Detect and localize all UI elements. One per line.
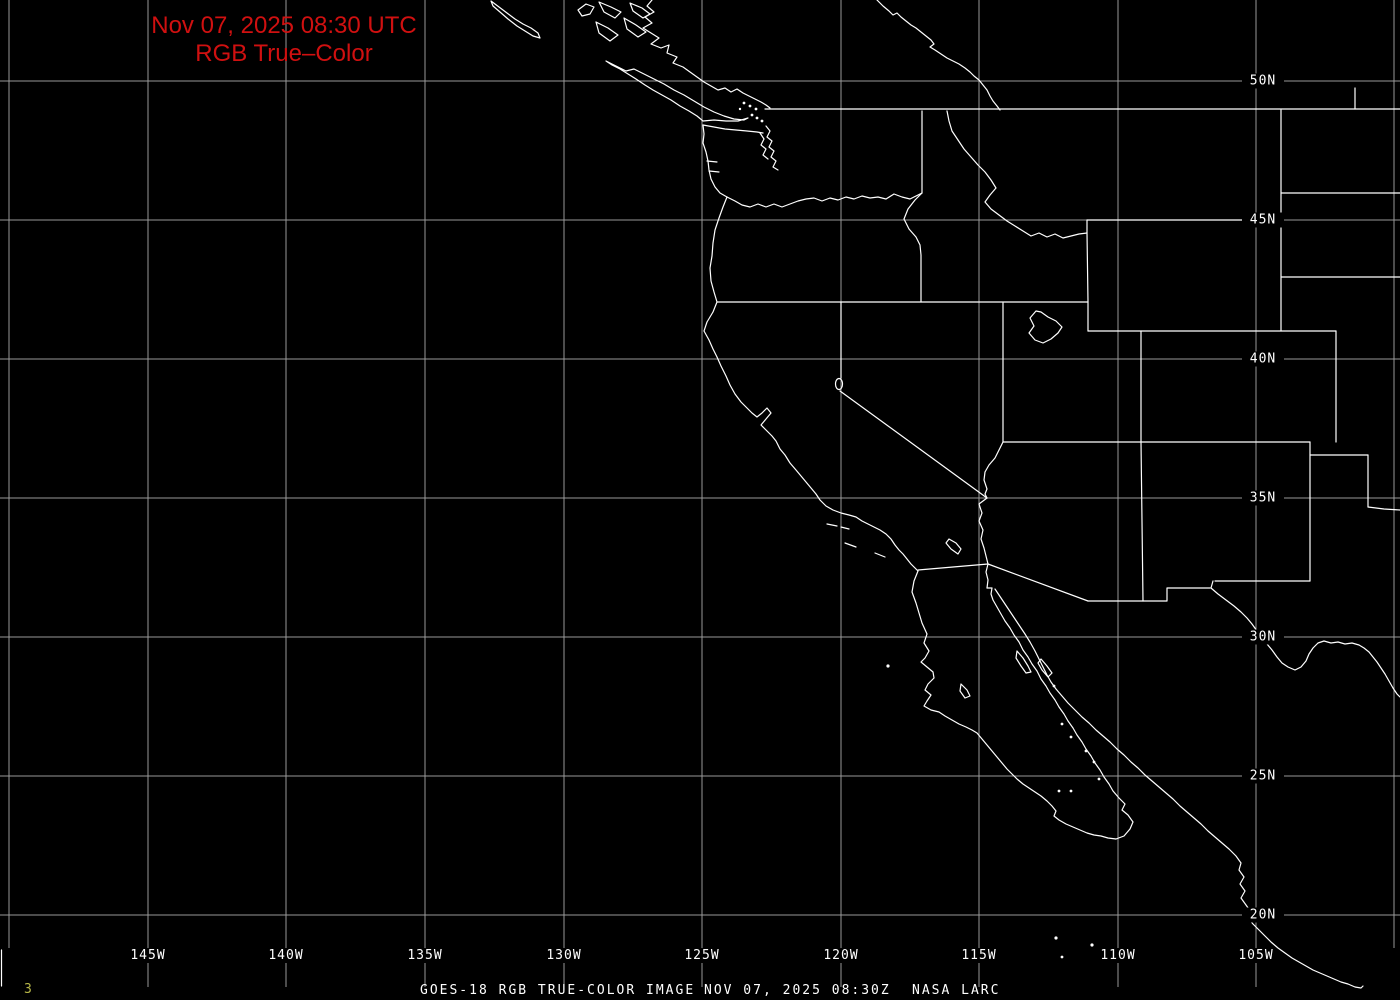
islands-pacific-offshore xyxy=(886,664,1094,959)
border-nv-az-colorado-river xyxy=(983,441,1004,499)
caption-credit: NASA LARC xyxy=(912,983,1001,998)
frame-number: 3 xyxy=(24,982,32,997)
border-id-mt-bitterroot xyxy=(946,110,1088,239)
coastline-juan-de-fuca xyxy=(702,124,764,134)
latitude-label-25N: 25N xyxy=(1242,768,1284,784)
river-colorado-ca-az-border xyxy=(978,497,989,565)
longitude-label-120W: 120W xyxy=(820,948,862,963)
islands-georgia-strait xyxy=(738,101,764,123)
caption-product: GOES-18 RGB TRUE-COLOR IMAGE xyxy=(420,983,696,998)
river-red-tx-ok xyxy=(1367,506,1400,511)
border-us-mexico-arizona xyxy=(987,563,1089,602)
longitude-label-135W: 135W xyxy=(404,948,446,963)
coastline-us-west xyxy=(703,196,919,572)
border-or-id-snake-river xyxy=(903,192,923,303)
annotation-product-type: RGB True–Color xyxy=(195,40,373,67)
river-colorado-delta xyxy=(985,563,989,589)
image-annotation: Nov 07, 2025 08:30 UTC RGB True–Color xyxy=(138,12,430,68)
island-haida-gwaii xyxy=(490,0,541,39)
latitude-label-35N: 35N xyxy=(1242,490,1284,506)
annotation-timestamp: Nov 07, 2025 08:30 UTC xyxy=(151,12,417,39)
border-us-mexico-new-mexico xyxy=(1087,587,1211,602)
latitude-label-40N: 40N xyxy=(1242,351,1284,367)
bays-grays-harbor xyxy=(706,160,720,173)
longitude-label-110W: 110W xyxy=(1097,948,1139,963)
islands-channel xyxy=(826,523,886,558)
border-wy-ut-111w xyxy=(1086,219,1089,332)
lake-salton-sea xyxy=(945,538,962,555)
border-109w-ut-co-az-nm xyxy=(1140,330,1144,602)
latitude-label-20N: 20N xyxy=(1242,907,1284,923)
islands-gulf-of-california xyxy=(1015,650,1053,678)
coastline-washington xyxy=(702,124,728,198)
river-columbia-wa-or-border xyxy=(726,192,923,208)
longitude-label-140W: 140W xyxy=(265,948,307,963)
coastline-bc-mainland xyxy=(642,0,771,109)
coastline-baja-west xyxy=(911,570,1117,840)
coastlines xyxy=(0,0,1364,989)
coastline-baja-east xyxy=(986,587,1134,840)
island-vancouver xyxy=(605,60,749,122)
island-cedros xyxy=(959,683,971,699)
river-rio-grande xyxy=(1210,580,1400,698)
border-ca-nv-diagonal xyxy=(839,390,988,499)
latitude-label-50N: 50N xyxy=(1242,73,1284,89)
lake-tahoe xyxy=(834,377,844,391)
border-us-mexico-california xyxy=(917,563,989,571)
longitude-label-145W: 145W xyxy=(127,948,169,963)
longitude-label-130W: 130W xyxy=(543,948,585,963)
caption-datetime: NOV 07, 2025 08:30Z xyxy=(704,983,891,998)
longitude-label-115W: 115W xyxy=(958,948,1000,963)
longitude-label-105W: 105W xyxy=(1235,948,1277,963)
political-borders xyxy=(716,0,1400,698)
latitude-label-30N: 30N xyxy=(1242,629,1284,645)
latitude-label-45N: 45N xyxy=(1242,212,1284,228)
coastline-mexico-mainland xyxy=(994,588,1364,989)
islands-bc-central-coast xyxy=(577,1,651,42)
border-bc-alberta xyxy=(876,0,1001,111)
lake-great-salt xyxy=(1028,310,1063,344)
longitude-label-125W: 125W xyxy=(681,948,723,963)
inlets-puget-sound xyxy=(759,125,779,171)
islets-gulf-of-california xyxy=(1052,684,1101,793)
